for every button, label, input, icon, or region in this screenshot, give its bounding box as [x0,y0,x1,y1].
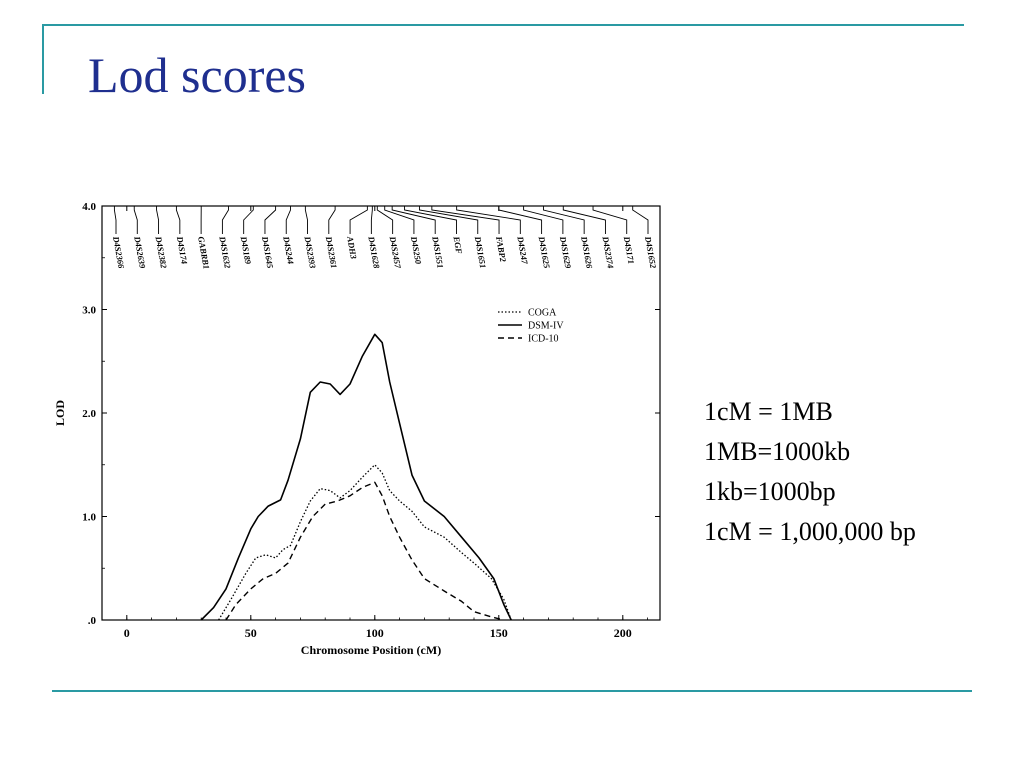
marker-leader [418,206,479,234]
y-tick-label: 4.0 [82,201,96,213]
plot-frame [101,205,661,621]
left-accent-rule [42,24,44,94]
marker-leader [391,206,436,234]
marker-label: EGF [451,235,464,255]
x-tick-label: 200 [614,626,632,640]
marker-leader [376,206,394,234]
marker-label: D4S2639 [132,235,148,270]
marker-label: D4S1652 [643,235,659,270]
lod-chart: 0 50 100 150 200 .0 1.0 2.0 3.0 4.0 Chromosome Pos… [40,190,680,670]
legend-label: COGA [528,308,557,319]
legend-label: ICD-10 [528,334,559,345]
x-tick-label: 0 [124,626,130,640]
marker-label: ADH3 [345,235,359,261]
marker-label: D4S1628 [366,235,382,270]
marker-label: D4S2393 [302,235,318,270]
marker-label: D4S2366 [111,235,127,270]
x-axis-label: Chromosome Position (cM) [301,643,441,657]
note-line-4: 1cM = 1,000,000 bp [704,517,916,546]
y-tick-label: 1.0 [82,512,96,524]
marker-leader [221,206,229,234]
axis-layer: 0 50 100 150 200 .0 1.0 2.0 3.0 4.0 Chromosome Pos… [53,201,661,657]
marker-leader [384,206,415,234]
marker-label: D4S174 [175,235,190,265]
marker-leader [243,206,254,234]
marker-label: D4S2361 [324,235,340,269]
legend-label: DSM-IV [528,321,564,332]
marker-label: D4S1626 [579,235,595,270]
marker-leader [562,206,606,234]
series-layer [200,333,512,621]
marker-leader [264,206,277,234]
marker-leader [156,206,160,234]
marker-label: GABRB1 [196,236,212,270]
series-line-dsm-iv [200,333,512,621]
marker-leader [632,206,649,234]
marker-label: D4S171 [622,235,637,265]
marker-label: D4S250 [409,235,424,266]
marker-leader [523,206,564,234]
marker-label: D4S247 [515,235,530,266]
top-rule [44,24,964,26]
y-tick-label: 3.0 [82,305,96,317]
y-tick-label: 2.0 [82,408,96,420]
marker-leader [285,206,291,234]
marker-label: D4S2382 [153,235,169,270]
x-tick-label: 150 [490,626,508,640]
slide-title: Lod scores [88,47,306,103]
marker-label: D4S1651 [473,235,489,269]
marker-leader [431,206,500,234]
marker-leader [328,206,336,234]
y-axis-label: LOD [53,400,67,426]
marker-leader [349,206,368,234]
marker-label: D4S2374 [600,235,616,269]
marker-label: D4S1551 [430,235,446,269]
legend-layer: COGA DSM-IV ICD-10 [498,308,564,345]
conversion-notes: 1cM = 1MB 1MB=1000kb 1kb=1000bp 1cM = 1,… [704,392,916,552]
note-line-3: 1kb=1000bp [704,477,836,506]
marker-label: D4S1645 [260,235,276,270]
note-line-2: 1MB=1000kb [704,437,851,466]
marker-leader [592,206,628,234]
marker-leader [498,206,543,234]
marker-label: D4S2457 [387,235,403,270]
note-line-1: 1cM = 1MB [704,397,833,426]
marker-leader [304,206,308,234]
series-line-icd-10 [225,481,504,621]
marker-label: D4S1632 [217,235,233,270]
marker-layer: D4S2366 D4S2639 D4S2382 D4S174 GABRB1 D4S1632… [111,206,659,270]
series-line-coga [218,464,512,621]
y-tick-label: .0 [88,615,97,627]
marker-leader [133,206,138,234]
marker-label: D4S1625 [536,235,552,270]
marker-leader [404,206,457,234]
marker-leader [175,206,181,234]
marker-leader [370,206,373,234]
marker-leader [542,206,585,234]
marker-leader [113,206,117,234]
lod-chart-svg: 0 50 100 150 200 .0 1.0 2.0 3.0 4.0 Chromosome Pos… [53,201,661,657]
marker-label: D4S1629 [558,235,574,270]
marker-label: D4S244 [281,235,296,265]
x-tick-label: 50 [245,626,257,640]
marker-label: D4S189 [239,235,254,266]
marker-leader [456,206,521,234]
marker-label: FABP2 [494,235,509,264]
x-tick-label: 100 [366,626,384,640]
bottom-rule [52,690,972,692]
